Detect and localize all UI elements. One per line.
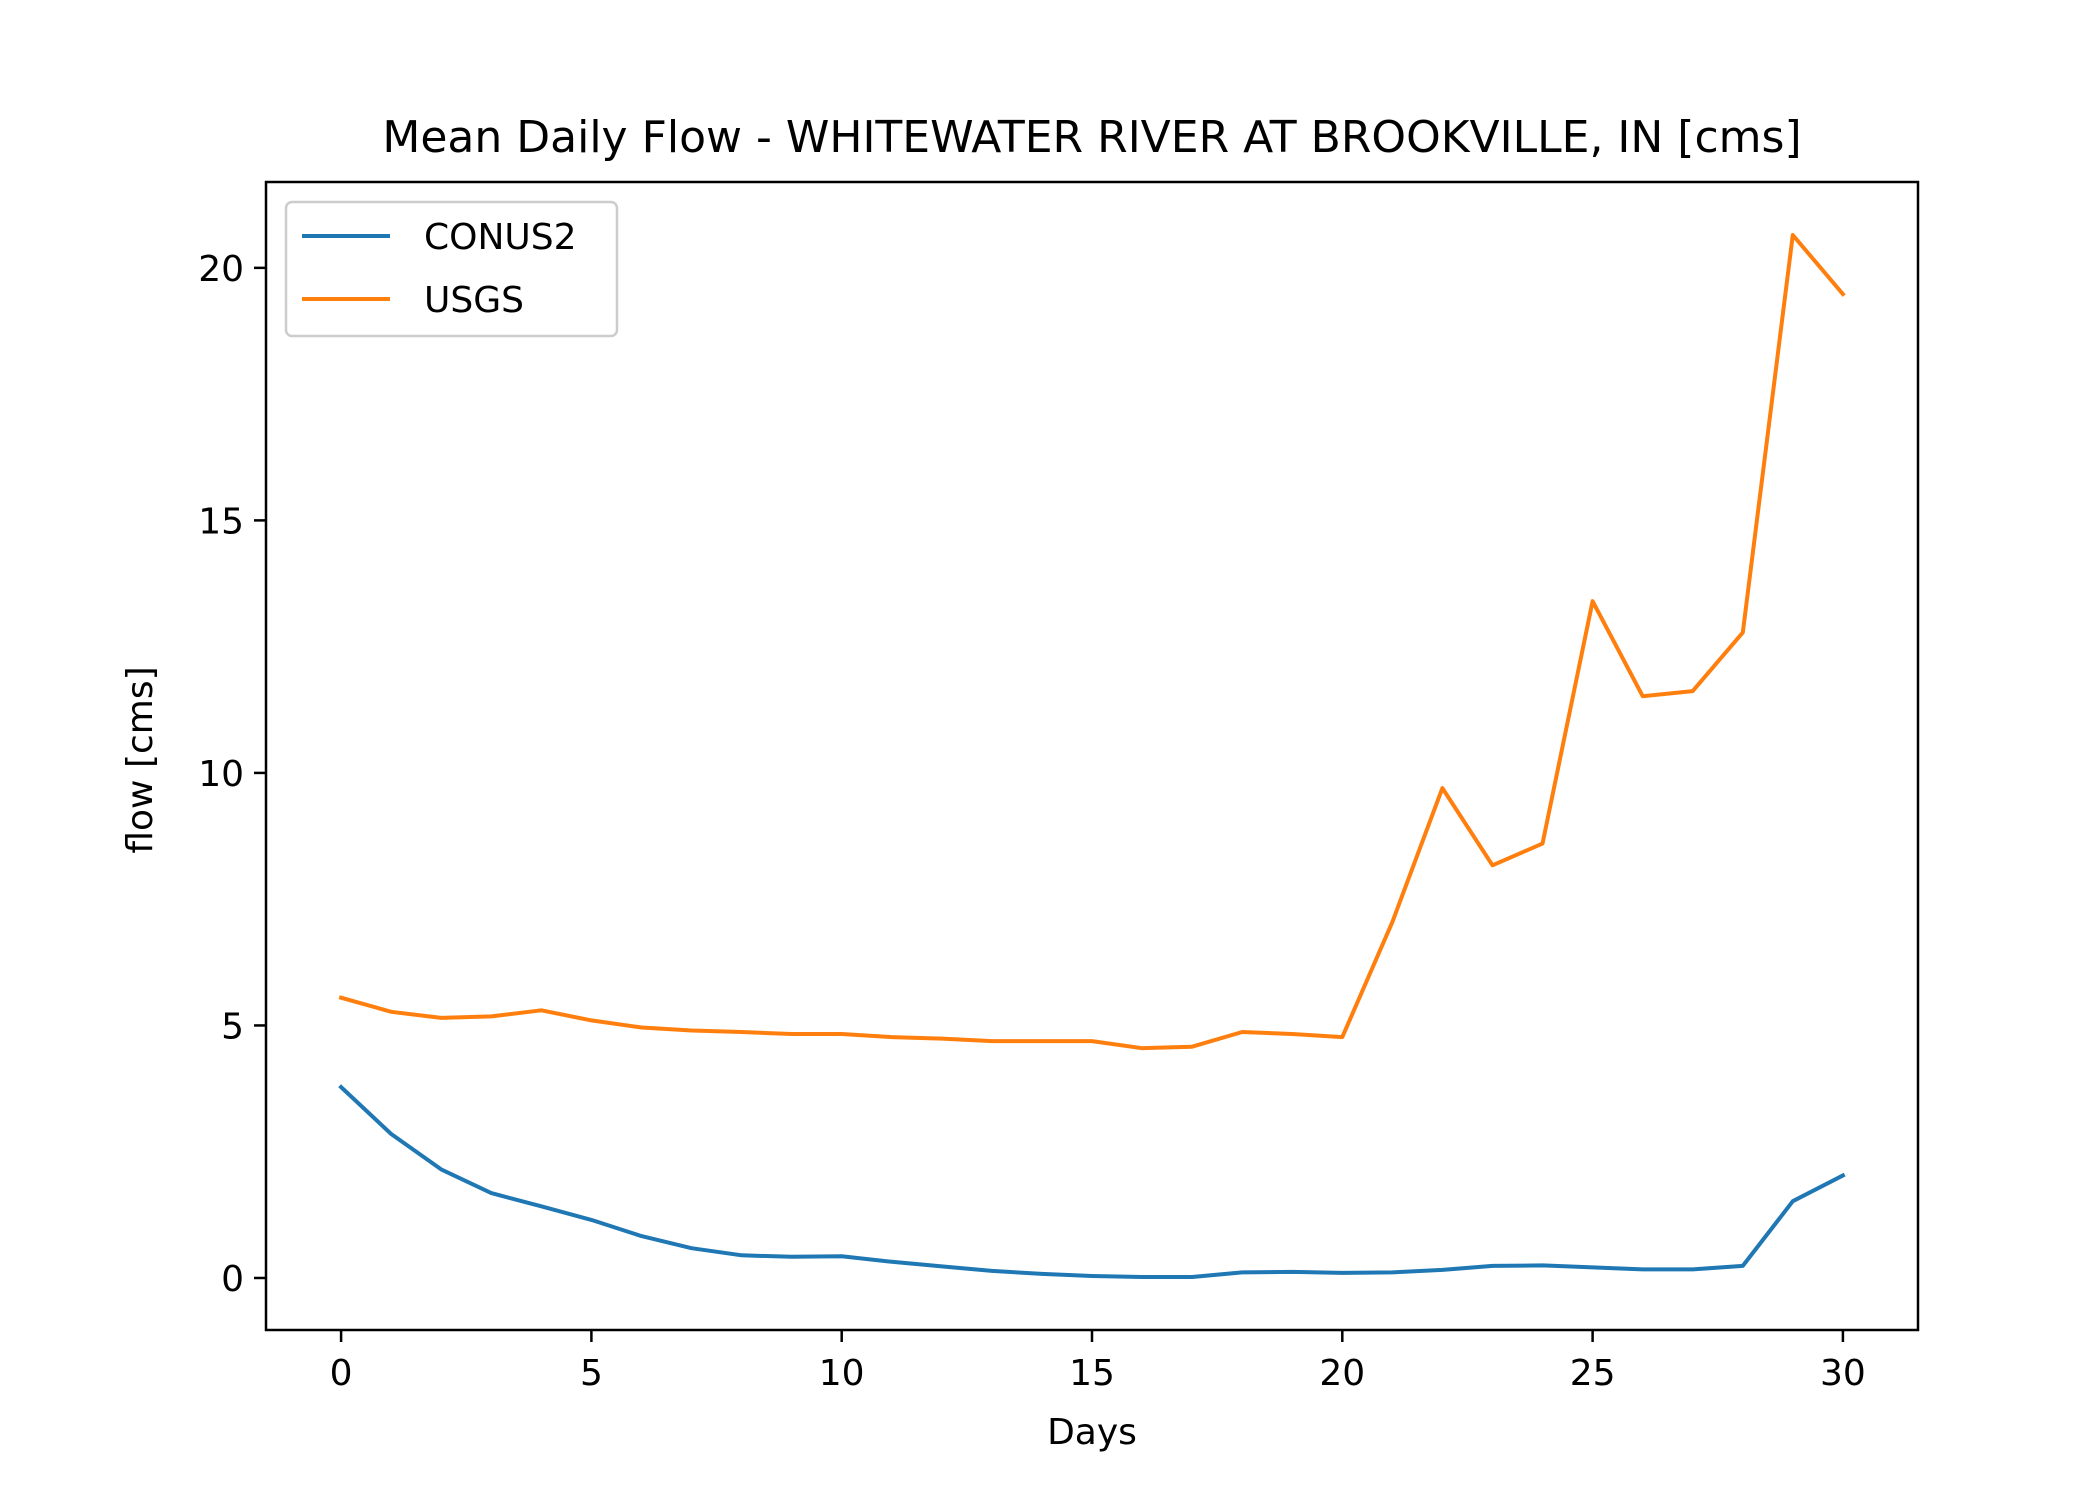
x-axis: 0 5 10 15 20 25 30 — [330, 1330, 1866, 1394]
plot-area — [264, 180, 1920, 1332]
x-tick-label: 10 — [819, 1353, 865, 1394]
y-tick-label: 10 — [198, 754, 244, 795]
y-tick-label: 5 — [221, 1006, 244, 1047]
series-layer — [338, 233, 1846, 1279]
x-tick-label: 25 — [1570, 1353, 1616, 1394]
x-tick-label: 20 — [1319, 1353, 1365, 1394]
legend-label-conus2: CONUS2 — [424, 217, 577, 258]
series-line-usgs — [338, 233, 1846, 1051]
y-tick-label: 0 — [221, 1259, 244, 1300]
y-axis: 0 5 10 15 20 — [198, 249, 266, 1300]
legend-label-usgs: USGS — [424, 280, 524, 321]
legend: CONUS2 USGS — [284, 200, 619, 338]
y-tick-label: 15 — [198, 501, 244, 542]
plot-frame — [264, 180, 1920, 1332]
y-tick-label: 20 — [198, 249, 244, 290]
y-axis-label: flow [cms] — [120, 666, 161, 853]
x-tick-label: 5 — [580, 1353, 603, 1394]
x-tick-label: 15 — [1069, 1353, 1115, 1394]
x-tick-label: 30 — [1820, 1353, 1866, 1394]
series-line-conus2 — [338, 1084, 1846, 1279]
x-axis-label: Days — [1047, 1412, 1137, 1453]
chart-title: Mean Daily Flow - WHITEWATER RIVER AT BR… — [382, 112, 1801, 163]
x-tick-label: 0 — [330, 1353, 353, 1394]
